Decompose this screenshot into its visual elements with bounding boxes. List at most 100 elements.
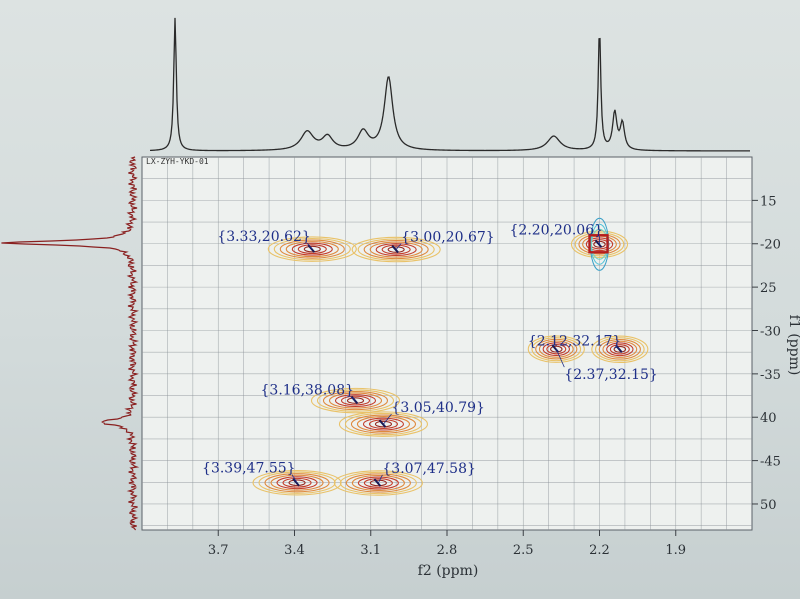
- contour-ring: [340, 395, 371, 406]
- peak-leader-line: [350, 396, 356, 401]
- left-projection-group: [1, 156, 140, 531]
- x-tick-label: 2.8: [437, 543, 458, 558]
- peak-marker: [292, 478, 300, 487]
- contour-ring: [598, 338, 641, 360]
- contour-peak: [338, 411, 429, 437]
- contours-group: [252, 217, 649, 496]
- peak-leader-line: [378, 474, 383, 484]
- contour-ring: [345, 473, 411, 493]
- contour-ring: [297, 244, 327, 255]
- contour-ring: [322, 390, 389, 411]
- y-tick-label: 25: [760, 281, 777, 296]
- contour-ring: [282, 477, 312, 488]
- contour-ring: [369, 479, 387, 487]
- contour-ring: [279, 239, 345, 259]
- x-tick-label: 3.7: [208, 543, 229, 558]
- contour-ring: [351, 474, 405, 492]
- contour-ring: [375, 243, 417, 257]
- peak-label: {2.12,32.17}: [528, 333, 622, 349]
- x-tick-label: 2.2: [589, 543, 610, 558]
- axes-group: 3.7 3.4 3.1 2.8 2.5 2.2 1.9 15 -20 25 -30 -35 40 -45 5…: [208, 194, 781, 558]
- contour-ring: [369, 241, 423, 258]
- peak-marker: [378, 419, 387, 428]
- contour-ring: [363, 478, 393, 488]
- contour-ring: [350, 414, 417, 434]
- y-tick-label: -20: [760, 238, 781, 253]
- x-tick-label: 3.1: [360, 543, 381, 558]
- contour-ring: [550, 345, 563, 353]
- contour-peak: [333, 470, 423, 496]
- contour-ring: [613, 345, 627, 353]
- contour-ring: [527, 335, 585, 363]
- artifact-box: [588, 234, 609, 254]
- peak-marker: [594, 239, 603, 248]
- peak-label: {3.05,40.79}: [391, 400, 485, 416]
- peak-leader-line: [291, 474, 298, 483]
- contour-ring: [538, 340, 574, 358]
- peak-labels-group: {3.33,20.62} {3.00,20.67} {2.20,20.06} {2.1…: [202, 222, 658, 484]
- contour-ring: [363, 239, 429, 260]
- contour-ring: [267, 236, 357, 262]
- peak-leader-line: [306, 242, 313, 250]
- y-tick-label: 40: [760, 411, 777, 426]
- left-projection-trace: [1, 156, 140, 531]
- contour-peak: [310, 387, 401, 414]
- contour-ring: [357, 238, 435, 261]
- contour-ring: [602, 340, 638, 358]
- peak-marker: [373, 478, 382, 487]
- contour-ring: [574, 232, 625, 257]
- peak-marker: [391, 244, 399, 254]
- contour-ring: [303, 245, 321, 253]
- peak-leader-line: [395, 243, 402, 250]
- contour-ring: [351, 236, 441, 263]
- contour-peak: [267, 236, 357, 262]
- contour-ring: [591, 335, 649, 364]
- x-tick-label: 3.4: [284, 543, 305, 558]
- contour-ring: [338, 411, 429, 437]
- x-axis-label: f2 (ppm): [418, 563, 479, 579]
- contour-ring: [285, 241, 339, 258]
- contour-ring: [356, 416, 411, 433]
- sample-label: LX-ZYH-YKD-01: [146, 157, 209, 166]
- peak-label: {3.00,20.67}: [401, 230, 495, 246]
- contour-ring: [609, 344, 630, 355]
- contour-peak: [252, 469, 342, 496]
- contour-ring: [387, 246, 405, 253]
- y-tick-label: 15: [760, 194, 777, 209]
- peak-label: {3.16,38.08}: [261, 383, 355, 399]
- contour-ring: [310, 387, 401, 414]
- top-projection-trace: [149, 17, 750, 152]
- contour-ring: [328, 392, 383, 409]
- contour-ring: [288, 479, 306, 487]
- contour-ring: [273, 237, 351, 261]
- y-axis-label: f1 (ppm): [786, 315, 800, 376]
- contour-peak-artifact: [588, 217, 610, 271]
- peak-label: {3.39,47.55}: [202, 461, 296, 477]
- peak-leader-line: [617, 347, 621, 350]
- contour-ring: [374, 420, 393, 428]
- contour-ring: [339, 471, 417, 495]
- contour-ring: [542, 342, 570, 357]
- contour-ring: [368, 419, 399, 429]
- top-projection-group: [149, 17, 750, 152]
- contour-ring: [381, 244, 411, 255]
- y-tick-label: -30: [760, 324, 781, 339]
- contour-ring: [531, 337, 582, 362]
- contour-ring: [258, 471, 336, 494]
- contour-ring: [546, 343, 567, 355]
- contour-ring: [334, 394, 377, 408]
- contour-peak: [591, 335, 649, 364]
- contour-peak: [527, 335, 585, 363]
- peak-label: {2.37,32.15}: [564, 367, 658, 383]
- contour-ring: [333, 470, 423, 496]
- contour-ring: [535, 338, 578, 360]
- x-tick-label: 1.9: [665, 543, 686, 558]
- contour-ring: [346, 397, 365, 404]
- contour-ring: [594, 337, 645, 362]
- contour-ring: [270, 474, 324, 491]
- y-tick-label: -45: [760, 455, 781, 470]
- peak-leader-line: [555, 348, 565, 368]
- x-tick-label: 2.5: [513, 543, 534, 558]
- contour-ring: [264, 473, 330, 493]
